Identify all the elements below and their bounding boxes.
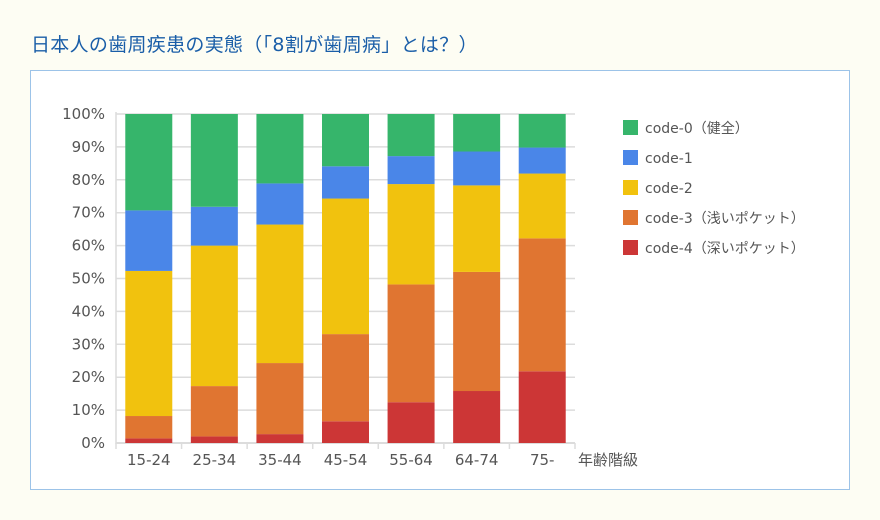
- bar-segment: [256, 434, 304, 443]
- bar-segment: [125, 114, 173, 211]
- bar-segment: [322, 421, 369, 443]
- y-tick-label: 30%: [72, 335, 105, 353]
- bar-segment: [125, 438, 173, 443]
- bar-segment: [322, 198, 369, 335]
- bar-segment: [387, 402, 435, 443]
- legend-swatch: [623, 150, 638, 165]
- y-tick-label: 80%: [72, 171, 105, 189]
- bar-segment: [256, 114, 304, 184]
- y-tick-label: 90%: [72, 138, 105, 156]
- bar-segment: [453, 114, 501, 152]
- legend-label: code-3（浅いポケット）: [645, 211, 805, 227]
- bar-segment: [453, 185, 501, 272]
- y-tick-label: 100%: [62, 105, 105, 123]
- y-tick-label: 50%: [72, 270, 105, 288]
- x-tick-label: 15-24: [127, 451, 171, 469]
- y-tick-label: 10%: [72, 401, 105, 419]
- x-tick-label: 35-44: [258, 451, 302, 469]
- bar-segment: [518, 147, 566, 174]
- x-tick-label: 45-54: [324, 451, 368, 469]
- bar-segment: [518, 114, 566, 148]
- bar-segment: [453, 271, 501, 392]
- bar-segment: [190, 245, 238, 387]
- legend-label: code-1: [645, 151, 693, 167]
- y-tick-label: 40%: [72, 302, 105, 320]
- bar-segment: [322, 334, 369, 422]
- bar-segment: [190, 386, 238, 437]
- bar-segment: [256, 224, 304, 364]
- legend-swatch: [623, 210, 638, 225]
- bar-segment: [518, 238, 566, 372]
- legend-swatch: [623, 180, 638, 195]
- x-axis-label: 年齢階級: [578, 451, 638, 469]
- bar-segment: [387, 156, 435, 185]
- bar-segment: [125, 210, 173, 271]
- bar-segment: [518, 371, 566, 443]
- legend-swatch: [623, 120, 638, 135]
- x-tick-label: 75-: [530, 451, 555, 469]
- legend-label: code-4（深いポケット）: [645, 241, 805, 257]
- x-tick-label: 64-74: [455, 451, 499, 469]
- bar-segment: [387, 284, 435, 403]
- bar-segment: [322, 114, 369, 167]
- bar-segment: [387, 114, 435, 157]
- bar-segment: [190, 436, 238, 443]
- bar-segment: [453, 151, 501, 186]
- bar-segment: [322, 166, 369, 199]
- bar-segment: [453, 391, 501, 443]
- legend-label: code-2: [645, 181, 693, 197]
- bar-segment: [256, 183, 304, 225]
- bar-segment: [190, 206, 238, 246]
- bar-segment: [387, 184, 435, 285]
- bar-segment: [190, 114, 238, 207]
- bar-segment: [256, 363, 304, 435]
- y-tick-label: 0%: [81, 434, 105, 452]
- x-tick-label: 25-34: [193, 451, 237, 469]
- y-tick-label: 70%: [72, 204, 105, 222]
- bar-segment: [125, 270, 173, 417]
- bar-segment: [518, 173, 566, 239]
- legend-label: code-0（健全）: [645, 120, 749, 137]
- y-tick-label: 60%: [72, 237, 105, 255]
- page-title: 日本人の歯周疾患の実態（「8割が歯周病」とは？）: [31, 34, 478, 56]
- y-tick-label: 20%: [72, 368, 105, 386]
- x-tick-label: 55-64: [389, 451, 433, 469]
- bar-segment: [125, 416, 173, 439]
- legend-swatch: [623, 240, 638, 255]
